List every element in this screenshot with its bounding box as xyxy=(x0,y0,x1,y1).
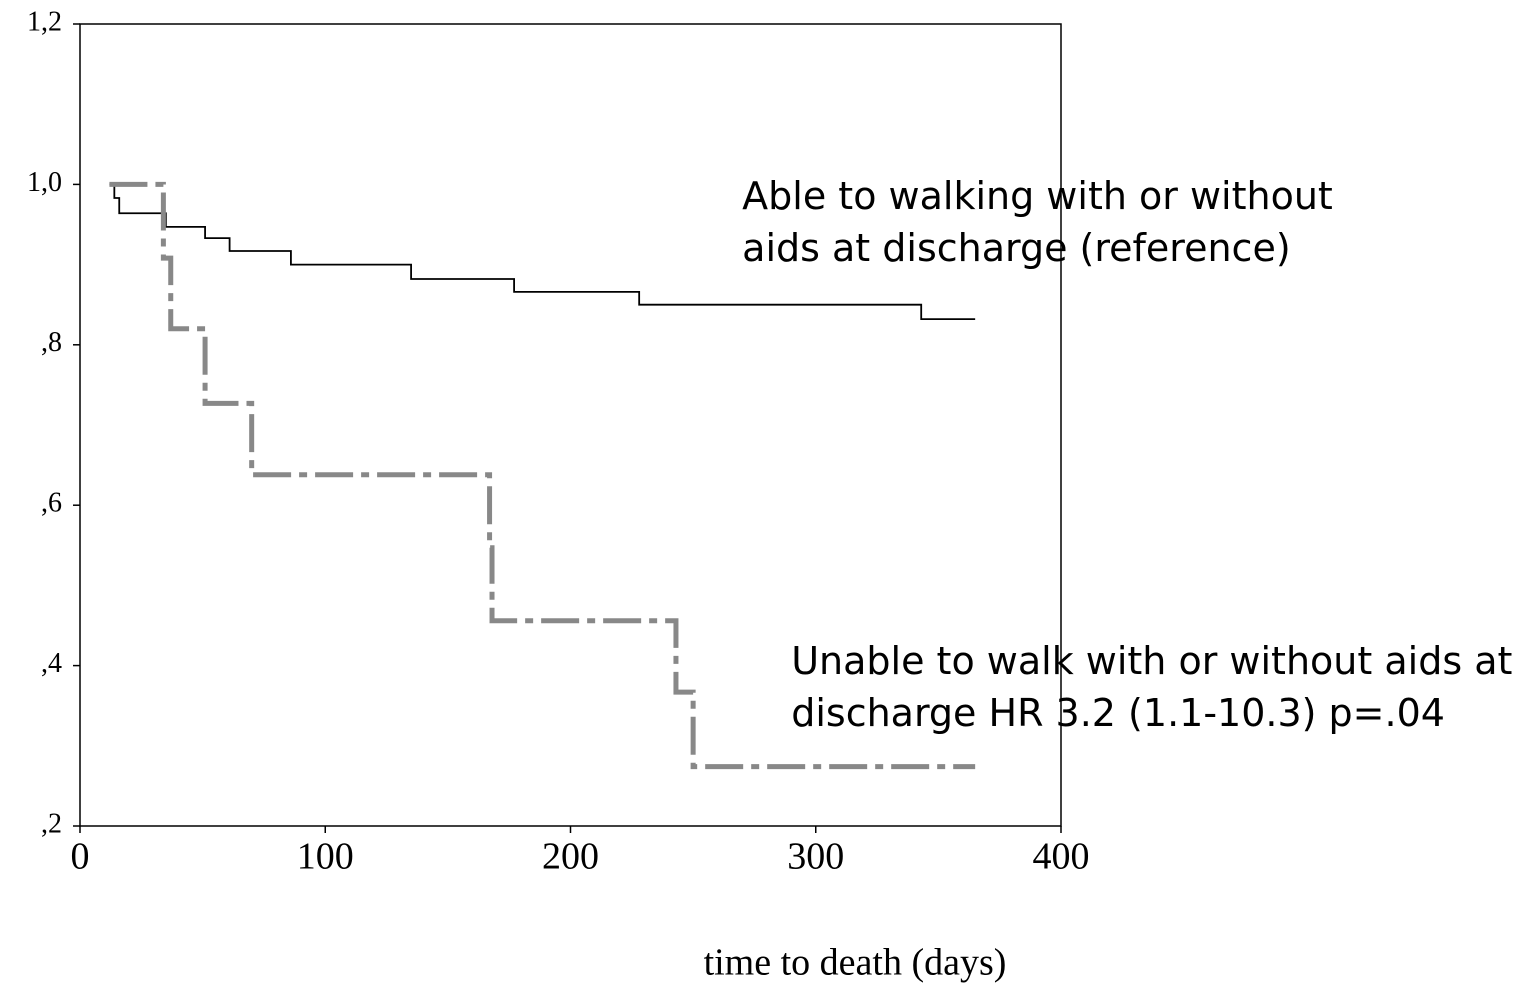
y-tick-label: ,8 xyxy=(41,327,62,358)
survival-line xyxy=(109,181,976,770)
x-axis-label: time to death (days) xyxy=(704,942,1007,984)
annotation: aids at discharge (reference) xyxy=(742,226,1290,270)
x-tick-label: 200 xyxy=(542,836,599,878)
y-tick-label: ,6 xyxy=(41,488,62,519)
annotation: Unable to walk with or without aids at xyxy=(791,639,1512,683)
x-tick-label: 0 xyxy=(71,836,90,878)
x-tick-label: 100 xyxy=(297,836,354,878)
y-tick-label: ,2 xyxy=(41,808,62,839)
survival-line xyxy=(109,183,976,321)
y-tick-label: ,4 xyxy=(41,648,62,679)
x-tick-label: 300 xyxy=(787,836,844,878)
x-tick-label: 400 xyxy=(1033,836,1090,878)
y-tick-label: 1,2 xyxy=(27,6,62,37)
annotation: discharge HR 3.2 (1.1-10.3) p=.04 xyxy=(791,691,1445,735)
annotation: Able to walking with or without xyxy=(742,174,1333,218)
y-tick-label: 1,0 xyxy=(27,167,62,198)
